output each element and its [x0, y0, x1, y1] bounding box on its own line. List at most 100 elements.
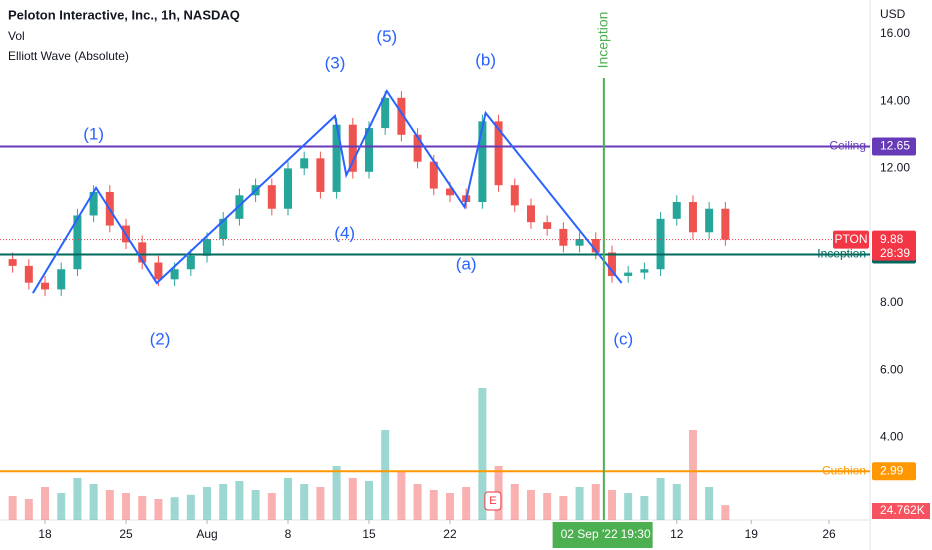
x-tick-label: 12 [670, 527, 684, 541]
volume-bar [429, 490, 438, 520]
y-tick-label: 8.00 [880, 295, 904, 309]
candle-body [57, 269, 66, 290]
x-tick-label: 26 [822, 527, 836, 541]
volume-bar [89, 484, 98, 520]
wave-label: (1) [83, 124, 104, 143]
volume-bar [705, 487, 714, 520]
candle-body [170, 269, 179, 280]
volume-bar [624, 493, 633, 520]
wave-label: (a) [456, 254, 477, 273]
volume-bar [235, 481, 244, 520]
volume-bar [186, 494, 195, 520]
candle-body [624, 272, 633, 276]
volume-bar [284, 478, 293, 520]
volume-bar [478, 388, 487, 520]
volume-bar [364, 481, 373, 520]
volume-bar [688, 430, 697, 520]
volume-bar [332, 466, 341, 520]
candle-body [138, 242, 147, 263]
candle-body [316, 158, 325, 192]
level-name: Inception [817, 247, 866, 261]
y-tick-label: 4.00 [880, 429, 904, 443]
level-name: Ceiling [829, 139, 866, 153]
candle-body [510, 185, 519, 206]
candle-body [607, 252, 616, 276]
candle-body [381, 97, 390, 129]
candle-body [672, 202, 681, 219]
level-label-box [872, 137, 916, 156]
candle-body [284, 168, 293, 209]
candle-body [526, 205, 535, 223]
wave-label: (b) [475, 50, 496, 69]
x-tick-label: 22 [443, 527, 457, 541]
chart-title: Peloton Interactive, Inc., 1h, NASDAQ [8, 7, 240, 22]
candle-body [8, 259, 17, 266]
candle-body [219, 218, 228, 239]
inception-text: Inception [595, 12, 611, 69]
currency-label: USD [880, 7, 906, 21]
volume-bar [526, 490, 535, 520]
volume-bar [24, 499, 33, 520]
candle-body [429, 161, 438, 189]
x-tick-label: 25 [119, 527, 133, 541]
x-tick-label: 15 [362, 527, 376, 541]
candle-body [186, 255, 195, 270]
last-price-label: 9.88 [880, 232, 904, 246]
candle-body [203, 238, 212, 256]
volume-bar [721, 505, 730, 520]
candle-body [543, 222, 552, 229]
volume-bar [413, 484, 422, 520]
candle-body [688, 202, 697, 233]
candle-body [267, 185, 276, 209]
y-tick-label: 6.00 [880, 362, 904, 376]
symbol-box [833, 230, 869, 249]
volume-label: 24.762K [880, 503, 925, 517]
cursor-time: 19:30 [621, 527, 651, 541]
earnings-label: E [489, 495, 496, 507]
volume-bar [267, 493, 276, 520]
x-tick-label: 8 [285, 527, 292, 541]
volume-bar [445, 493, 454, 520]
candle-body [89, 191, 98, 216]
x-tick-label: Aug [196, 527, 217, 541]
volume-bar [300, 484, 309, 520]
wave-line [32, 89, 623, 294]
volume-bar [559, 496, 568, 520]
candle-body [154, 262, 163, 280]
candle-body [721, 208, 730, 240]
x-tick-label: 18 [38, 527, 52, 541]
y-tick-label: 14.00 [880, 93, 910, 107]
volume-bar [640, 496, 649, 520]
last-price-box [872, 230, 916, 261]
volume-bar [203, 487, 212, 520]
indicator-label: Elliott Wave (Absolute) [8, 49, 129, 63]
y-tick-label: 12.00 [880, 161, 910, 175]
volume-bar [316, 487, 325, 520]
candle-body [413, 134, 422, 162]
x-tick-label: 19 [745, 527, 759, 541]
candle-body [397, 97, 406, 135]
volume-bar [381, 430, 390, 520]
volume-bar [73, 478, 82, 520]
volume-label-box [872, 503, 930, 519]
candle-body [300, 158, 309, 169]
wave-label: (c) [613, 329, 633, 348]
candle-body [559, 228, 568, 246]
level-label: 2.99 [880, 463, 904, 477]
candle-body [24, 265, 33, 283]
volume-bar [510, 484, 519, 520]
symbol-label: PTON [834, 232, 867, 246]
volume-bar [397, 472, 406, 520]
volume-bar [57, 493, 66, 520]
volume-bar [462, 487, 471, 520]
candle-body [73, 215, 82, 270]
volume-bar [543, 493, 552, 520]
candle-body [332, 124, 341, 192]
volume-bar [575, 487, 584, 520]
indicator-label: Vol [8, 29, 25, 43]
volume-bar [8, 496, 17, 520]
candle-body [705, 208, 714, 233]
candle-body [478, 121, 487, 203]
volume-bar [154, 499, 163, 520]
